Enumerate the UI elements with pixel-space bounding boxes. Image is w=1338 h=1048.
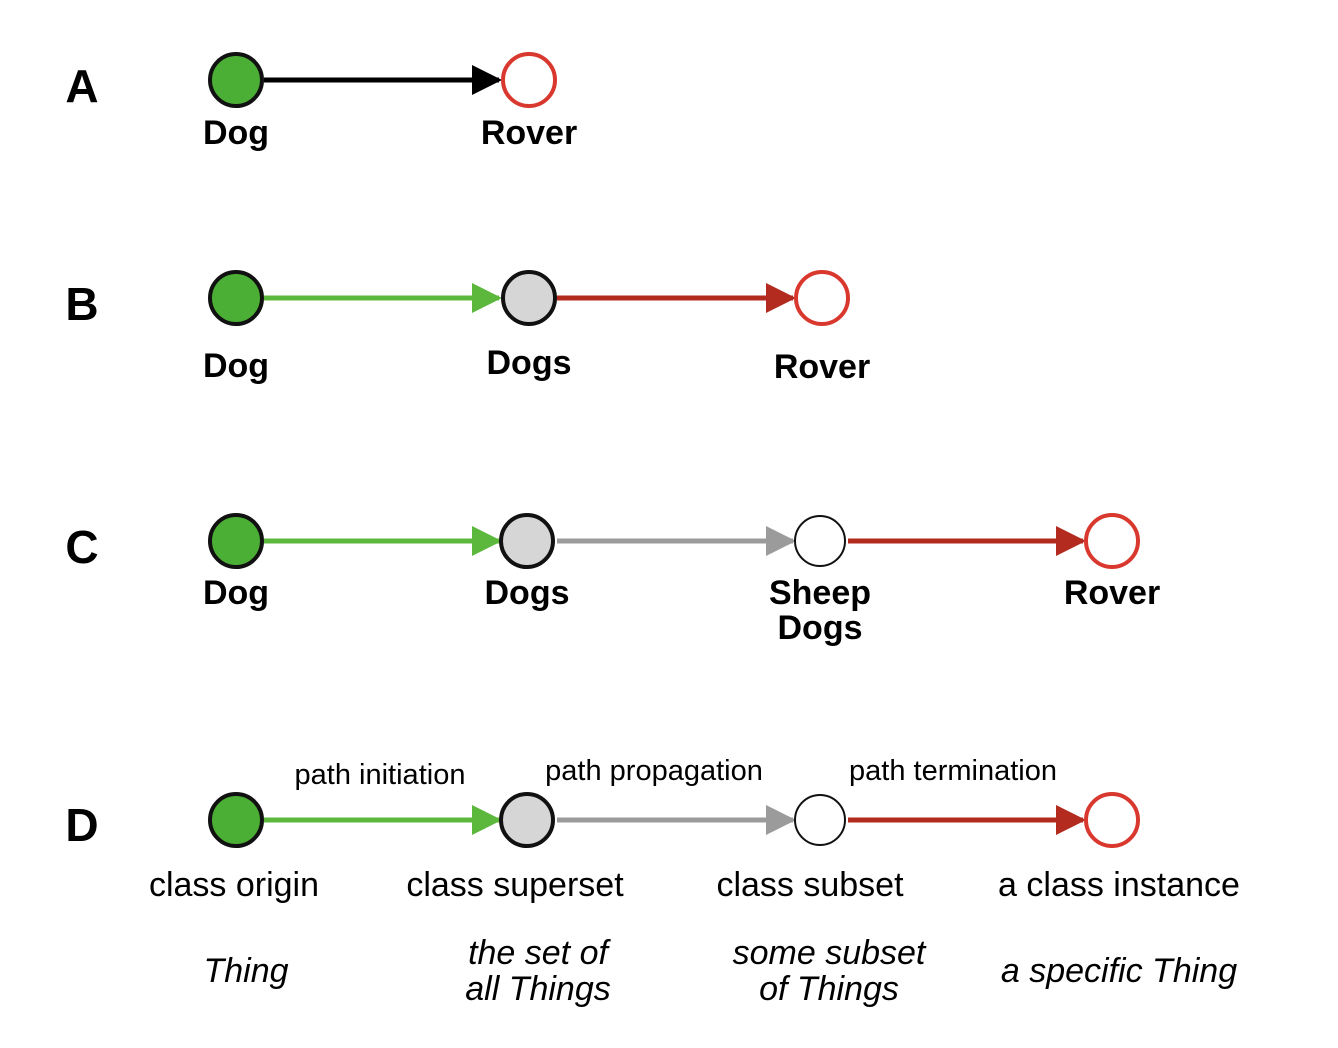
desc-label-subset-line2: of Things	[759, 970, 899, 1008]
role-label-superset: class superset	[406, 866, 624, 904]
node-c-sheepdogs-label-line2: Dogs	[778, 609, 863, 647]
row-c-label: C	[65, 521, 98, 573]
row-c: C Dog Dogs Sheep Dogs Rover	[65, 513, 1160, 647]
node-d-class-instance	[1084, 792, 1140, 848]
node-c-rover	[1084, 513, 1140, 569]
node-c-dogs-label: Dogs	[485, 574, 570, 612]
node-b-dogs	[501, 270, 557, 326]
node-c-dog	[208, 513, 264, 569]
desc-label-instance: a specific Thing	[1001, 952, 1237, 990]
row-d: D path initiation path propagation path …	[65, 755, 1240, 1008]
node-c-dog-label: Dog	[203, 574, 269, 612]
desc-label-origin: Thing	[203, 952, 288, 990]
role-label-instance: a class instance	[998, 866, 1240, 904]
row-b-label: B	[65, 278, 98, 330]
node-d-class-superset	[499, 792, 555, 848]
node-b-rover	[794, 270, 850, 326]
row-a-label: A	[65, 60, 98, 112]
node-b-rover-label: Rover	[774, 348, 870, 386]
node-a-rover	[501, 52, 557, 108]
row-d-label: D	[65, 799, 98, 851]
node-b-dog-label: Dog	[203, 347, 269, 385]
node-c-sheepdogs	[794, 515, 846, 567]
node-d-class-origin	[208, 792, 264, 848]
node-b-dog	[208, 270, 264, 326]
desc-label-superset-line1: the set of	[468, 934, 611, 972]
edge-label-initiation: path initiation	[295, 759, 466, 791]
desc-label-superset-line2: all Things	[465, 970, 611, 1008]
node-c-rover-label: Rover	[1064, 574, 1160, 612]
edge-label-termination: path termination	[849, 755, 1057, 787]
node-a-dog-label: Dog	[203, 114, 269, 152]
node-a-dog	[208, 52, 264, 108]
edge-label-propagation: path propagation	[545, 755, 763, 787]
node-a-rover-label: Rover	[481, 114, 577, 152]
row-a: A Dog Rover	[65, 52, 577, 152]
desc-label-subset-line1: some subset	[733, 934, 927, 972]
node-b-dogs-label: Dogs	[487, 344, 572, 382]
node-c-sheepdogs-label-line1: Sheep	[769, 574, 871, 612]
row-b: B Dog Dogs Rover	[65, 270, 870, 386]
role-label-origin: class origin	[149, 866, 319, 904]
role-label-subset: class subset	[716, 866, 904, 904]
node-d-class-subset	[794, 794, 846, 846]
node-c-dogs	[499, 513, 555, 569]
